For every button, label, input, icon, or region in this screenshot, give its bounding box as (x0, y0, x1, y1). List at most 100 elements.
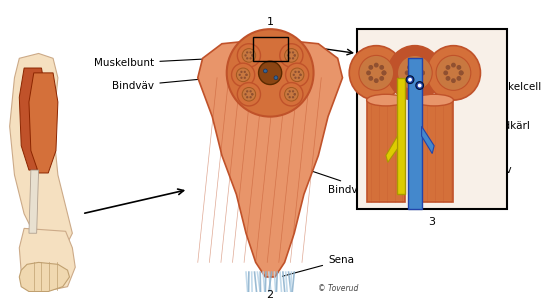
Circle shape (418, 76, 423, 81)
Circle shape (250, 90, 252, 92)
Circle shape (293, 74, 295, 76)
Circle shape (280, 82, 303, 106)
Circle shape (366, 70, 371, 75)
Circle shape (292, 90, 294, 92)
Circle shape (299, 74, 302, 76)
Circle shape (242, 88, 256, 101)
Circle shape (263, 69, 267, 73)
Circle shape (359, 56, 394, 90)
Text: Sena: Sena (283, 255, 354, 276)
Circle shape (443, 70, 448, 75)
Circle shape (289, 96, 291, 98)
Circle shape (251, 54, 254, 57)
Circle shape (244, 54, 247, 57)
Circle shape (284, 49, 298, 62)
Circle shape (368, 76, 373, 81)
Polygon shape (422, 126, 434, 154)
Circle shape (250, 51, 252, 54)
Circle shape (405, 70, 410, 75)
Text: Muskelbunt: Muskelbunt (94, 56, 253, 68)
Text: Blodkärl: Blodkärl (425, 107, 530, 131)
Text: 3: 3 (428, 217, 435, 227)
Circle shape (379, 65, 384, 70)
Circle shape (285, 63, 309, 86)
Circle shape (246, 90, 249, 92)
Text: 2: 2 (267, 290, 274, 300)
Circle shape (246, 57, 249, 59)
Text: 1: 1 (267, 17, 274, 27)
Circle shape (245, 74, 248, 76)
Circle shape (244, 76, 246, 79)
Circle shape (436, 56, 471, 90)
Circle shape (398, 56, 432, 90)
Circle shape (299, 74, 302, 76)
Circle shape (382, 70, 387, 75)
Circle shape (289, 90, 291, 92)
Bar (357, 29, 507, 209)
Circle shape (289, 57, 291, 59)
Polygon shape (198, 39, 343, 277)
Circle shape (446, 76, 450, 81)
Circle shape (239, 74, 241, 76)
Circle shape (289, 51, 291, 54)
Circle shape (418, 84, 422, 88)
Bar (367, 100, 405, 202)
Polygon shape (386, 136, 398, 162)
Circle shape (294, 71, 296, 73)
Text: Nerv: Nerv (400, 156, 512, 175)
Polygon shape (10, 53, 73, 248)
Circle shape (416, 82, 424, 89)
Circle shape (407, 76, 412, 81)
Text: © Toverud: © Toverud (318, 284, 359, 293)
Circle shape (459, 70, 464, 75)
Circle shape (379, 76, 384, 81)
Circle shape (294, 54, 296, 57)
Circle shape (412, 63, 417, 68)
Circle shape (251, 93, 254, 95)
Circle shape (294, 76, 296, 79)
Polygon shape (29, 73, 58, 173)
Circle shape (456, 76, 461, 81)
Text: Bindväv: Bindväv (112, 76, 234, 91)
Circle shape (459, 70, 464, 75)
Circle shape (274, 76, 278, 80)
Circle shape (374, 63, 378, 68)
Circle shape (280, 44, 303, 67)
Circle shape (284, 88, 298, 101)
Circle shape (294, 54, 296, 57)
Circle shape (227, 29, 314, 117)
Polygon shape (19, 262, 69, 292)
Circle shape (420, 70, 425, 75)
Polygon shape (19, 228, 75, 290)
Bar (415, 100, 453, 202)
Circle shape (238, 44, 261, 67)
Bar (253, 37, 288, 61)
Circle shape (240, 76, 243, 79)
Circle shape (412, 78, 417, 83)
Circle shape (244, 93, 247, 95)
Circle shape (406, 76, 414, 84)
Circle shape (298, 71, 300, 73)
Circle shape (388, 46, 442, 100)
Circle shape (374, 78, 378, 83)
Circle shape (236, 68, 250, 82)
Circle shape (407, 65, 412, 70)
Circle shape (456, 65, 461, 70)
Circle shape (446, 65, 450, 70)
Circle shape (251, 54, 254, 57)
Polygon shape (29, 170, 38, 233)
Circle shape (292, 96, 294, 98)
Circle shape (250, 96, 252, 98)
Polygon shape (19, 68, 46, 170)
Circle shape (232, 63, 255, 86)
Circle shape (294, 93, 296, 95)
Circle shape (238, 82, 261, 106)
Circle shape (245, 74, 248, 76)
Circle shape (451, 78, 456, 83)
Circle shape (246, 51, 249, 54)
Circle shape (418, 65, 423, 70)
Circle shape (382, 70, 387, 75)
Circle shape (420, 70, 425, 75)
Circle shape (251, 93, 254, 95)
Circle shape (244, 71, 246, 73)
